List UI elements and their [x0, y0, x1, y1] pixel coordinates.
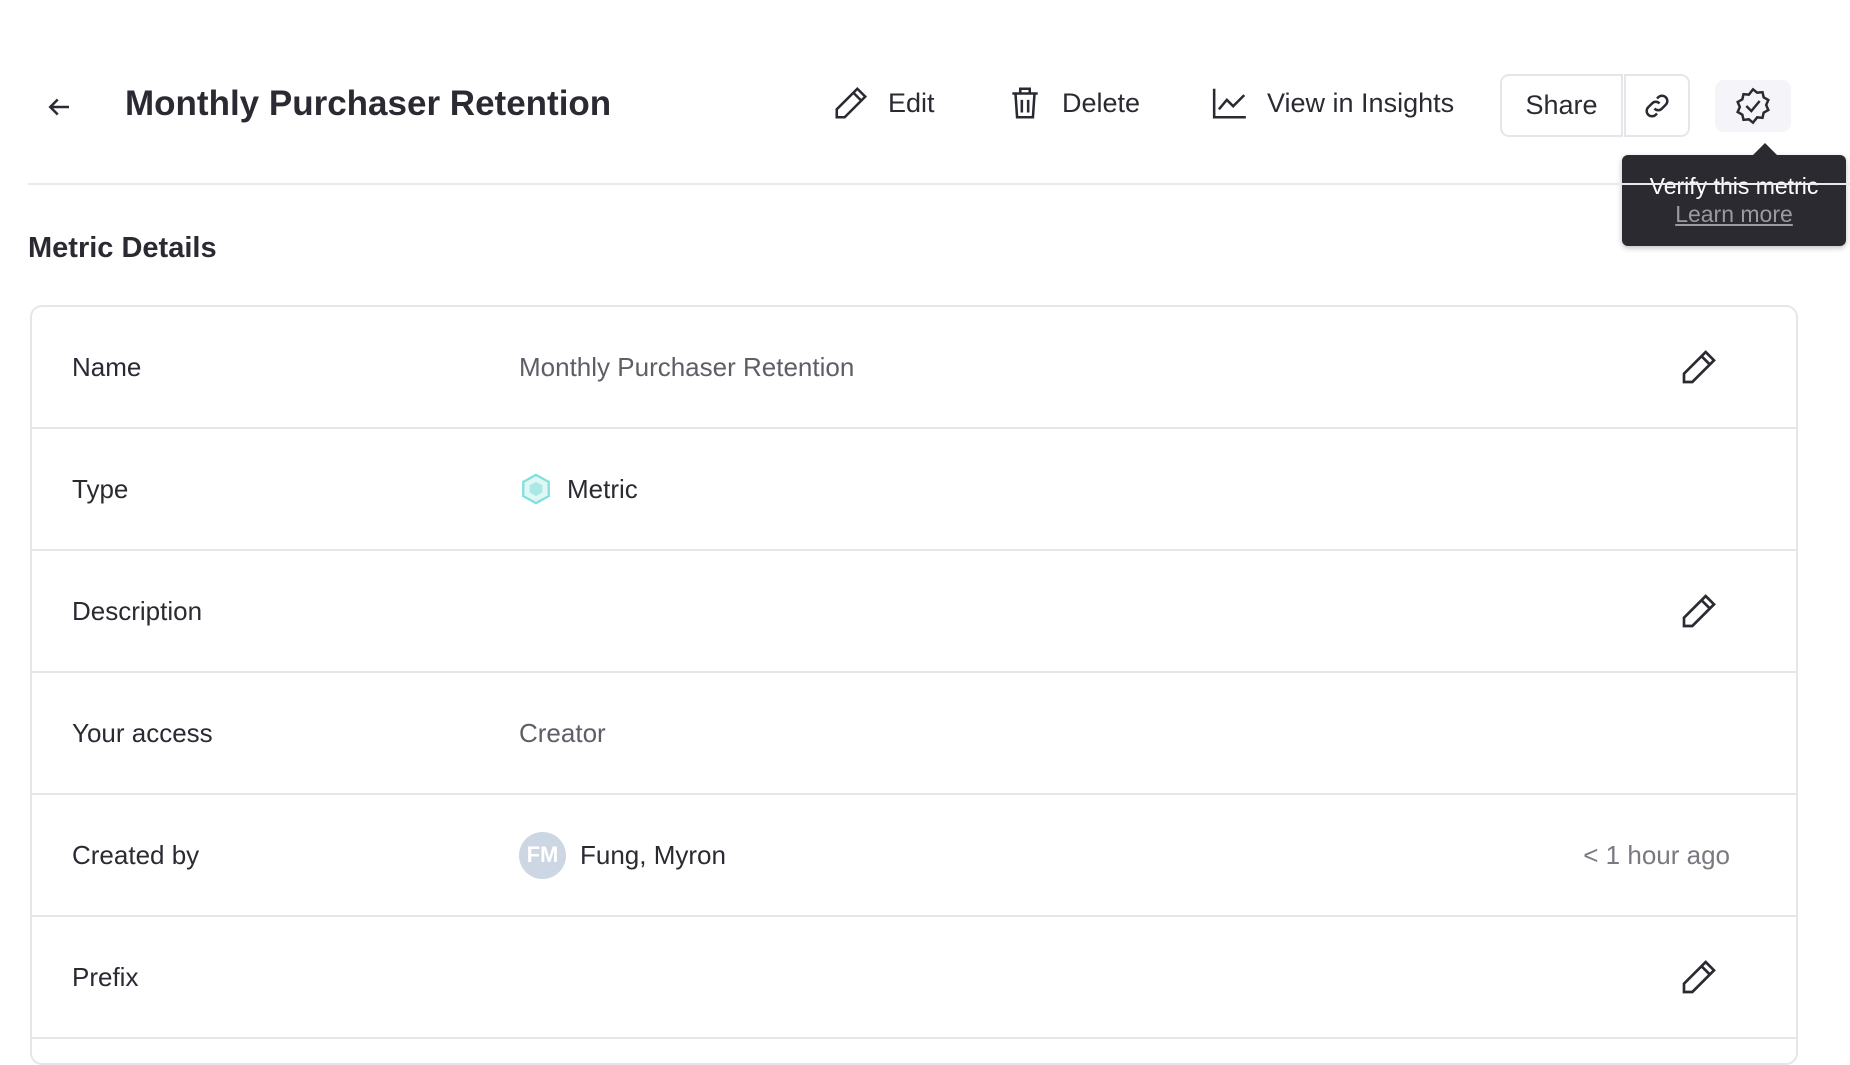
edit-description-pencil-icon[interactable]: [1679, 591, 1719, 631]
row-name: Name Monthly Purchaser Retention: [32, 307, 1796, 429]
section-title: Metric Details: [28, 232, 217, 264]
edit-button[interactable]: Edit: [832, 84, 935, 122]
verify-metric-button[interactable]: [1715, 80, 1791, 132]
edit-name-pencil-icon[interactable]: [1679, 347, 1719, 387]
trash-icon: [1012, 87, 1038, 119]
row-type: Type Metric: [32, 429, 1796, 551]
access-value: Creator: [519, 717, 606, 748]
verify-tooltip: Verify this metric Learn more: [1622, 143, 1846, 246]
metric-hexagon-icon: [522, 473, 550, 505]
metric-details-card: Name Monthly Purchaser Retention Type Me…: [30, 305, 1798, 1065]
edit-prefix-pencil-icon[interactable]: [1679, 957, 1719, 997]
delete-label: Delete: [1062, 87, 1141, 118]
page-title: Monthly Purchaser Retention: [125, 84, 612, 123]
copy-link-button[interactable]: [1624, 74, 1690, 137]
row-label: Prefix: [72, 961, 139, 992]
back-arrow-icon[interactable]: [44, 92, 74, 122]
share-button[interactable]: Share: [1500, 74, 1623, 137]
name-value: Monthly Purchaser Retention: [519, 351, 855, 382]
type-value: Metric: [519, 472, 638, 506]
edit-label: Edit: [888, 87, 935, 118]
tooltip-text: Verify this metric: [1649, 173, 1819, 199]
row-prefix: Prefix: [32, 917, 1796, 1039]
creator-value: FM Fung, Myron: [519, 831, 726, 879]
created-time: < 1 hour ago: [1583, 839, 1730, 870]
row-label: Your access: [72, 717, 213, 748]
row-label: Description: [72, 595, 203, 626]
row-label: Type: [72, 473, 129, 504]
line-chart-icon: [1212, 88, 1246, 119]
view-in-insights-button[interactable]: View in Insights: [1211, 84, 1454, 122]
row-created-by: Created by FM Fung, Myron < 1 hour ago: [32, 795, 1796, 917]
type-label: Metric: [567, 473, 638, 504]
row-access: Your access Creator: [32, 673, 1796, 795]
pencil-icon: [835, 86, 868, 119]
link-icon: [1645, 93, 1669, 118]
avatar: FM: [519, 831, 566, 879]
verified-badge-icon: [1736, 87, 1770, 125]
insights-label: View in Insights: [1267, 87, 1455, 118]
row-description: Description: [32, 551, 1796, 673]
learn-more-link[interactable]: Learn more: [1675, 201, 1793, 227]
row-label: Name: [72, 351, 142, 382]
header-divider: [28, 183, 1850, 185]
row-label: Created by: [72, 839, 200, 870]
creator-name: Fung, Myron: [580, 839, 726, 870]
delete-button[interactable]: Delete: [1006, 84, 1140, 122]
